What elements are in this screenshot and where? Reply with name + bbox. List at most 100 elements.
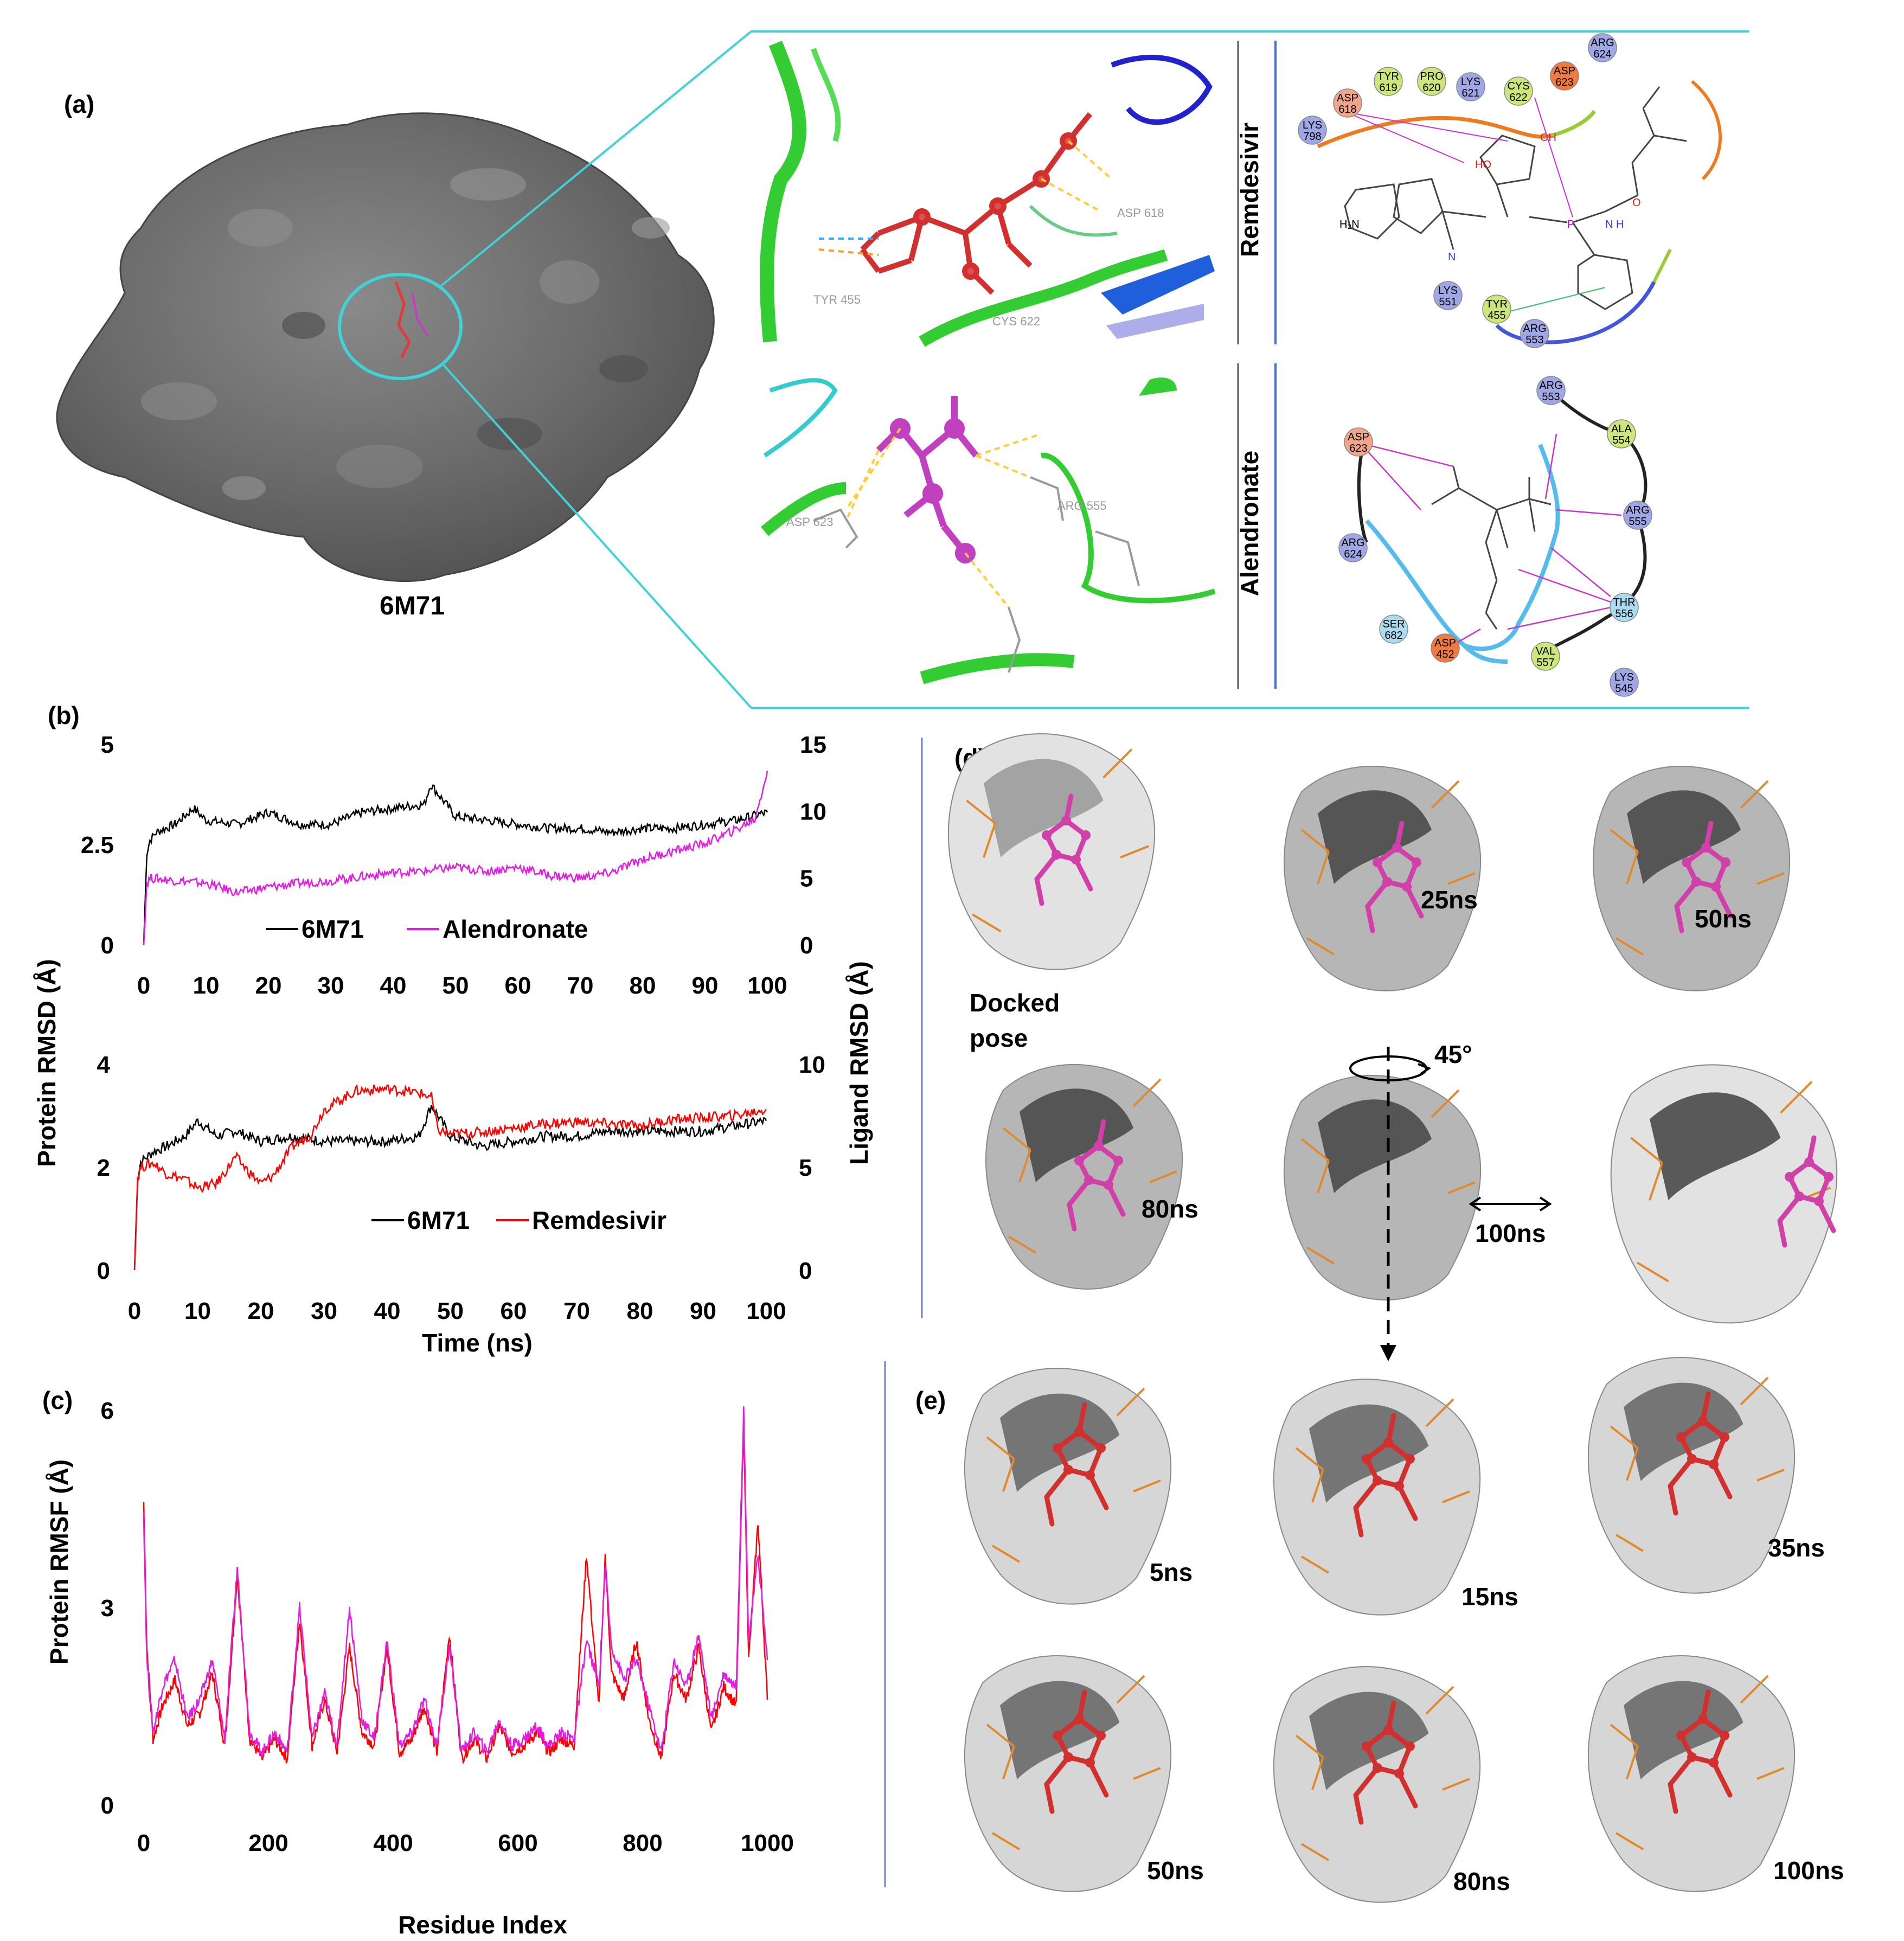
residue-stick bbox=[1649, 1162, 1663, 1201]
ligand-atom bbox=[1824, 1172, 1834, 1182]
ligand-atom bbox=[1113, 1156, 1123, 1165]
residue-number: 624 bbox=[1593, 48, 1611, 60]
ligand-atom bbox=[1373, 1476, 1382, 1485]
residue-stick bbox=[1002, 1746, 1015, 1779]
y-tick-label: 5 bbox=[101, 732, 114, 758]
residue-stick bbox=[1447, 1181, 1476, 1194]
ligand-atom bbox=[1814, 1196, 1824, 1206]
y-tick-label: 0 bbox=[97, 1258, 110, 1284]
residue-stick bbox=[1295, 1734, 1324, 1758]
residue-stick bbox=[1626, 1746, 1639, 1779]
residue-stick bbox=[1295, 1447, 1324, 1471]
residue-stick bbox=[1626, 851, 1639, 885]
ligand-atom bbox=[1071, 855, 1081, 864]
atom-oh: OH bbox=[1540, 132, 1556, 144]
residue-stick bbox=[1116, 1675, 1145, 1704]
ligand-stick bbox=[1396, 1483, 1418, 1521]
x-tick-label: 0 bbox=[128, 1298, 141, 1324]
residue-stick bbox=[1300, 1555, 1330, 1574]
snap-label-50ns-e: 50ns bbox=[1147, 1856, 1204, 1885]
residue-node bbox=[1482, 294, 1511, 324]
rmsf-chart: 0 200 400 600 800 1000 0 3 6 bbox=[101, 1398, 794, 1856]
surface-shadow bbox=[1624, 1681, 1743, 1779]
residue-number: 554 bbox=[1612, 434, 1630, 446]
snap-label-80ns: 80ns bbox=[1142, 1195, 1198, 1223]
ligand-in-pocket bbox=[394, 281, 429, 359]
ligand-atom bbox=[1687, 1454, 1697, 1464]
residue-number: 455 bbox=[1488, 310, 1505, 322]
ligand-atom bbox=[1720, 1432, 1729, 1442]
ligand-stick bbox=[1668, 1456, 1695, 1489]
series-line bbox=[133, 1104, 767, 1271]
residue-number: 551 bbox=[1439, 296, 1457, 308]
legend-label: Remdesivir bbox=[532, 1206, 666, 1234]
residue-name: THR bbox=[1613, 597, 1635, 608]
snap-label-25ns: 25ns bbox=[1421, 886, 1478, 914]
ligand-label-alendronate: Alendronate bbox=[1235, 451, 1264, 596]
x-tick-label: 90 bbox=[692, 972, 719, 999]
residue-name: ARG bbox=[1626, 504, 1649, 516]
residue-name: ASP bbox=[1554, 65, 1575, 77]
x-tick-label: 40 bbox=[374, 1298, 401, 1324]
residue-node bbox=[1536, 376, 1566, 405]
residue-stick bbox=[991, 1832, 1021, 1850]
xlabel-time: Time (ns) bbox=[422, 1329, 533, 1357]
surface-shadow bbox=[1650, 1092, 1781, 1200]
legend-label: Alendronate bbox=[443, 915, 588, 943]
residue-stick bbox=[1615, 1832, 1644, 1850]
residue-stick bbox=[1311, 1757, 1324, 1790]
surface-shadow bbox=[1309, 1692, 1429, 1790]
y-right-tick-label: 5 bbox=[799, 1155, 812, 1181]
ligand-atom bbox=[1042, 830, 1052, 840]
ligand-label-remdesivir: Remdesivir bbox=[1235, 123, 1264, 257]
ligand-stick bbox=[1674, 879, 1699, 909]
residue-node bbox=[1550, 61, 1579, 91]
residue-name: ARG bbox=[1539, 380, 1562, 392]
residue-name: LYS bbox=[1614, 671, 1634, 683]
atom-o: O bbox=[1632, 197, 1641, 209]
residue-number: 798 bbox=[1303, 131, 1321, 143]
ligand-atom bbox=[1085, 1758, 1095, 1767]
panel-c-chart: 0 200 400 600 800 1000 0 3 6 Protein RMSF (Å) Re… bbox=[45, 1398, 794, 1939]
ligand-atom bbox=[1382, 877, 1392, 887]
ligand-atom bbox=[1085, 1470, 1095, 1480]
residue-name: TYR bbox=[1486, 298, 1508, 310]
ligand-atom bbox=[1362, 1454, 1371, 1464]
surface-shadow bbox=[1000, 1393, 1120, 1492]
ligand-atom bbox=[1394, 1481, 1404, 1491]
ligand-atom bbox=[1394, 1769, 1404, 1778]
ligand-stick bbox=[1674, 904, 1684, 933]
ligand-stick bbox=[1087, 1472, 1109, 1510]
x-tick-label: 20 bbox=[255, 972, 282, 999]
y-right-tick-label: 0 bbox=[800, 932, 813, 959]
residue-stick bbox=[1630, 1137, 1663, 1164]
x-tick-label: 100 bbox=[747, 972, 787, 999]
ligand-stick bbox=[1073, 857, 1093, 892]
y-tick-label: 2.5 bbox=[81, 832, 114, 859]
x-tick-label: 100 bbox=[746, 1298, 786, 1324]
ligand-stick bbox=[1668, 1754, 1695, 1787]
residue-stick bbox=[1636, 1261, 1669, 1283]
residue-name: LYS bbox=[1438, 285, 1458, 297]
snap-label-docked-1: Docked bbox=[970, 989, 1060, 1017]
x-tick-label: 80 bbox=[630, 972, 656, 999]
residue-stick bbox=[1018, 1149, 1031, 1183]
ligand-atom bbox=[1804, 1157, 1814, 1167]
residue-name: PRO bbox=[1420, 71, 1443, 82]
y-right-tick-label: 5 bbox=[800, 866, 813, 892]
ligand-atom bbox=[1074, 1156, 1084, 1165]
residue-stick bbox=[1102, 748, 1133, 779]
rem-3d-label-tyr455: TYR 455 bbox=[813, 293, 861, 306]
x-tick-label: 30 bbox=[318, 972, 344, 999]
ligand-atom bbox=[1383, 1438, 1393, 1447]
residue-stick bbox=[986, 1436, 1015, 1460]
x-tick-label: 90 bbox=[690, 1298, 716, 1324]
ligand-stick bbox=[1044, 1782, 1055, 1814]
residue-stick bbox=[1149, 1170, 1177, 1183]
residue-stick bbox=[986, 1724, 1015, 1747]
residue-name: TYR bbox=[1377, 71, 1399, 82]
ligand-atom bbox=[1081, 830, 1091, 840]
residue-stick bbox=[1317, 1160, 1330, 1194]
atom-ho: HO bbox=[1475, 159, 1491, 171]
